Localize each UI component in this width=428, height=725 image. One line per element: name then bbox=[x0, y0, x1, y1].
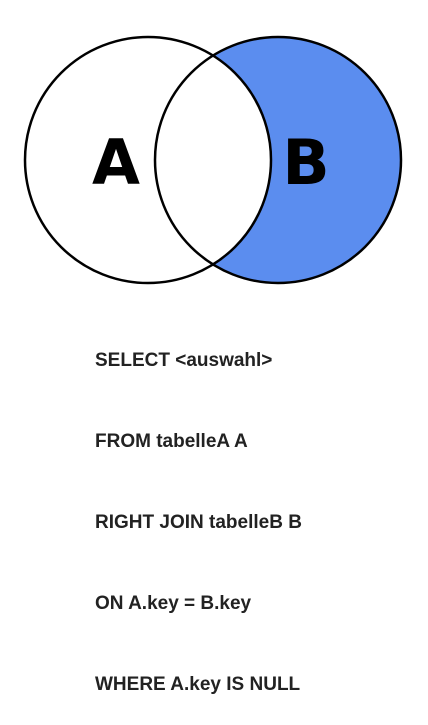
venn-diagram: A B bbox=[23, 35, 403, 285]
sql-line-select: SELECT <auswahl> bbox=[95, 350, 273, 371]
label-b: B bbox=[282, 126, 329, 199]
sql-line-on: ON A.key = B.key bbox=[95, 593, 252, 614]
label-a: A bbox=[92, 126, 140, 199]
circle-b-outline bbox=[153, 35, 403, 285]
sql-line-join: RIGHT JOIN tabelleB B bbox=[95, 512, 302, 533]
sql-line-where: WHERE A.key IS NULL bbox=[95, 674, 301, 695]
sql-line-from: FROM tabelleA A bbox=[95, 431, 248, 452]
overlap-region bbox=[155, 37, 271, 283]
circle-a bbox=[23, 35, 273, 285]
sql-query: SELECT <auswahl> FROM tabelleA A RIGHT J… bbox=[95, 293, 302, 725]
